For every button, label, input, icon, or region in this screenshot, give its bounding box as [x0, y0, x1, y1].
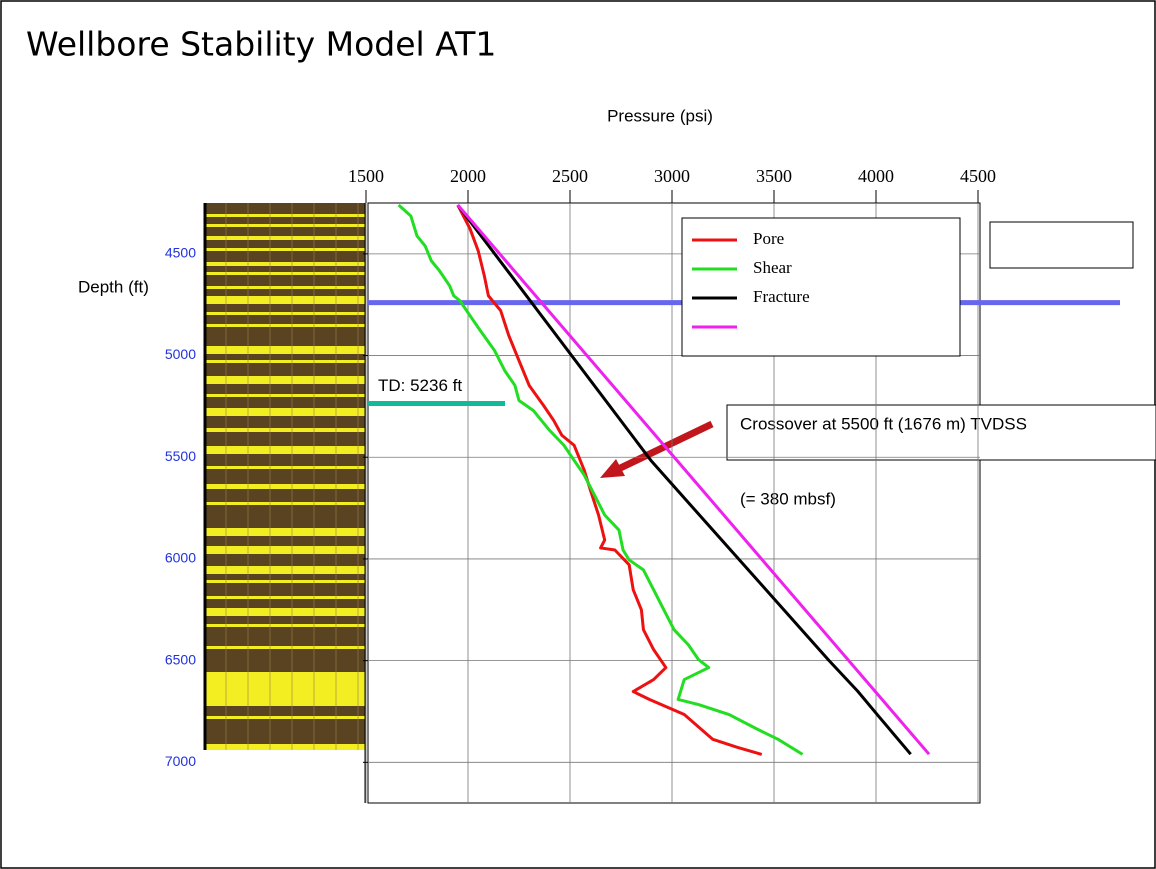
- lithology-background: [204, 203, 365, 750]
- x-axis-label: Pressure (psi): [607, 106, 713, 125]
- chart-title: Wellbore Stability Model AT1: [26, 25, 496, 64]
- lithology-column: [204, 203, 365, 750]
- lithology-layer: [206, 546, 365, 554]
- lithology-layer: [206, 502, 365, 505]
- x-tick-label: 1500: [348, 166, 384, 186]
- lithology-layer: [206, 346, 365, 354]
- lithology-layer: [206, 744, 365, 750]
- x-tick-label: 2000: [450, 166, 486, 186]
- lithology-layer: [206, 624, 365, 627]
- x-tick-label: 3500: [756, 166, 792, 186]
- legend-label: Pore: [753, 229, 784, 248]
- lithology-layer: [206, 596, 365, 599]
- lithology-layer: [206, 446, 365, 454]
- lithology-layer: [206, 236, 365, 240]
- annotation: Crossover at 5500 ft (1676 m) TVDSS: [740, 414, 1027, 433]
- lithology-layer: [206, 248, 365, 251]
- y-tick-label: 5000: [165, 346, 196, 362]
- y-axis-label: Depth (ft): [78, 277, 149, 296]
- lithology-layer: [206, 360, 365, 363]
- lithology-layer: [206, 646, 365, 649]
- legend-label: Shear: [753, 258, 792, 277]
- slide: Wellbore Stability Model AT1 Pressure (p…: [0, 0, 1156, 869]
- lithology-layer: [206, 376, 365, 384]
- lithology-layer: [206, 408, 365, 416]
- y-tick-label: 6000: [165, 550, 196, 566]
- lithology-layer: [206, 224, 365, 227]
- x-tick-label: 4500: [960, 166, 996, 186]
- lithology-layer: [206, 466, 365, 469]
- lithology-layer: [206, 672, 365, 706]
- x-tick-label: 3000: [654, 166, 690, 186]
- y-tick-label: 6500: [165, 651, 196, 667]
- legend-label: Fracture: [753, 287, 810, 306]
- lithology-layer: [206, 608, 365, 616]
- lithology-layer: [206, 296, 365, 304]
- lithology-layer: [206, 580, 365, 583]
- lithology-layer: [206, 214, 365, 217]
- lithology-layer: [206, 324, 365, 327]
- lithology-layer: [206, 394, 365, 397]
- y-tick-label: 7000: [165, 753, 196, 769]
- lithology-layer: [206, 484, 365, 489]
- annotation: (= 380 mbsf): [740, 489, 836, 508]
- empty-box: [990, 222, 1133, 268]
- lithology-layer: [206, 428, 365, 432]
- lithology-layer: [206, 286, 365, 289]
- lithology-layer: [206, 312, 365, 315]
- y-tick-label: 4500: [165, 245, 196, 261]
- lithology-layer: [206, 528, 365, 536]
- y-tick-label: 5500: [165, 448, 196, 464]
- lithology-layer: [206, 272, 365, 275]
- x-tick-label: 4000: [858, 166, 894, 186]
- x-tick-label: 2500: [552, 166, 588, 186]
- lithology-layer: [206, 262, 365, 266]
- lithology-layer: [206, 566, 365, 574]
- reference-label: TD: 5236 ft: [378, 376, 462, 395]
- lithology-layer: [206, 716, 365, 719]
